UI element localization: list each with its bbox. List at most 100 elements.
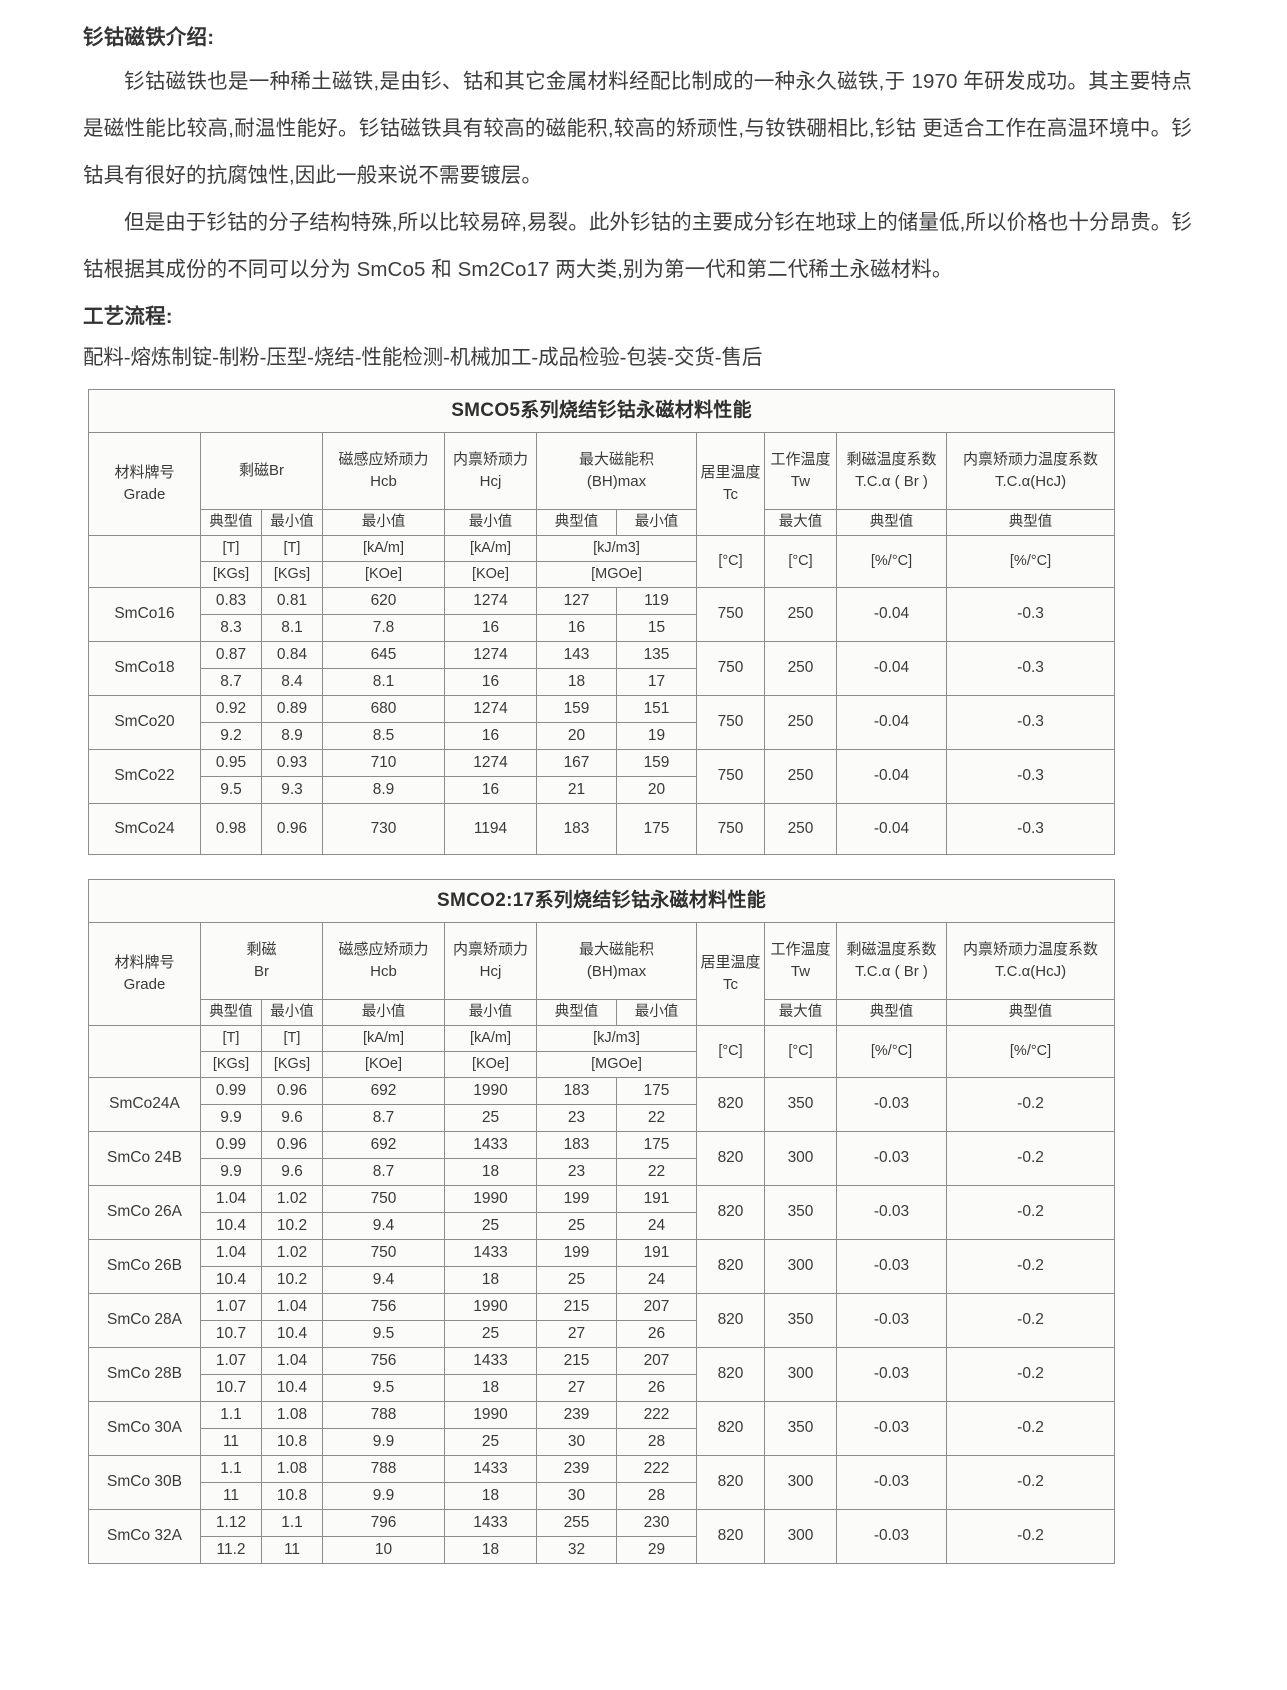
curie-temp-cell: 750	[696, 641, 765, 696]
value-cell: 620	[322, 587, 445, 615]
tcbr-cell: -0.03	[836, 1131, 947, 1186]
table1-unit-row-2: [KGs] [KGs] [KOe] [KOe] [MGOe]	[89, 561, 1115, 588]
table2-sub-header-row: 典型值 最小值 最小值 最小值 典型值 最小值 最大值 典型值 典型值	[89, 999, 1116, 1026]
value-cell: 1433	[444, 1131, 537, 1159]
table-row: 9.5 9.3 8.9 16 21 20	[89, 776, 1115, 804]
value-cell: 1.1	[200, 1401, 262, 1429]
value-cell: 8.7	[200, 668, 262, 696]
smco217-performance-table: SMCO2:17系列烧结钐钴永磁材料性能 材料牌号 Grade 剩磁 Br 磁感…	[87, 879, 1116, 1564]
value-cell: 1.08	[261, 1401, 323, 1429]
value-cell: 10.7	[200, 1374, 262, 1402]
table1-data-rows: SmCo16 0.83 0.81 620 1274 127 119 750 250 -0.04 -0…	[88, 587, 1116, 855]
table-row: 11 10.8 9.9 25 30 28	[89, 1428, 1115, 1456]
value-cell: 255	[536, 1509, 617, 1537]
table1-group-header-row: 材料牌号 Grade 剩磁Br 磁感应矫顽力 Hcb 内禀矫顽力 Hcj 最大磁…	[88, 432, 1116, 536]
intro-heading: 钐钴磁铁介绍:	[83, 26, 215, 49]
work-temp-cell: 350	[764, 1077, 837, 1132]
table1-sub-1: 最小值	[261, 509, 323, 536]
value-cell: 20	[616, 776, 697, 804]
value-cell: 8.1	[322, 668, 445, 696]
value-cell: 10.7	[200, 1320, 262, 1348]
curie-temp-cell: 820	[696, 1077, 765, 1132]
table2-unit-tcbr: [%/°C]	[836, 1025, 947, 1078]
table1-wrapper: SMCO5系列烧结钐钴永磁材料性能 材料牌号 Grade 剩磁Br 磁感应矫顽力…	[83, 389, 1192, 855]
table2-title: SMCO2:17系列烧结钐钴永磁材料性能	[87, 879, 1116, 923]
grade-cell: SmCo 26A	[88, 1185, 201, 1240]
grade-cell: SmCo24	[88, 803, 201, 855]
table2-unit-tw: [°C]	[764, 1025, 837, 1078]
value-cell: 18	[444, 1536, 537, 1564]
value-cell: 1.1	[261, 1509, 323, 1537]
tchcj-cell: -0.3	[945, 695, 1116, 750]
table2-unit2-2: [KOe]	[322, 1051, 445, 1078]
value-cell: 750	[322, 1185, 445, 1213]
value-cell: 9.9	[200, 1104, 262, 1132]
table1-sub-8: 典型值	[836, 509, 947, 536]
table-row: 10.7 10.4 9.5 25 27 26	[89, 1320, 1115, 1348]
curie-temp-cell: 820	[696, 1185, 765, 1240]
value-cell: 25	[536, 1266, 617, 1294]
value-cell: 1274	[444, 641, 537, 669]
value-cell: 183	[536, 1077, 617, 1105]
value-cell: 159	[616, 749, 697, 777]
value-cell: 16	[444, 668, 537, 696]
value-cell: 0.99	[200, 1131, 262, 1159]
value-cell: 207	[616, 1293, 697, 1321]
table1-tcbr-header: 剩磁温度系数 T.C.α ( Br )	[836, 432, 947, 510]
value-cell: 19	[616, 722, 697, 750]
table2-sub-1: 最小值	[261, 999, 323, 1026]
value-cell: 788	[322, 1401, 445, 1429]
value-cell: 1433	[444, 1509, 537, 1537]
tcbr-cell: -0.04	[836, 587, 947, 642]
value-cell: 0.96	[261, 803, 323, 855]
value-cell: 167	[536, 749, 617, 777]
table2-unit-tc: [°C]	[696, 1025, 765, 1078]
value-cell: 756	[322, 1347, 445, 1375]
value-cell: 9.6	[261, 1104, 323, 1132]
table1-sub-5: 最小值	[616, 509, 697, 536]
tchcj-cell: -0.3	[945, 749, 1116, 804]
value-cell: 215	[536, 1347, 617, 1375]
table1-unit-tc: [°C]	[696, 535, 765, 588]
value-cell: 18	[444, 1266, 537, 1294]
table2-sub-8: 典型值	[836, 999, 947, 1026]
value-cell: 1.07	[200, 1347, 262, 1375]
curie-temp-cell: 750	[696, 749, 765, 804]
value-cell: 20	[536, 722, 617, 750]
value-cell: 175	[616, 1077, 697, 1105]
value-cell: 32	[536, 1536, 617, 1564]
value-cell: 183	[536, 803, 617, 855]
table-row: SmCo 30A 1.1 1.08 788 1990 239 222 820 350 -0.03-…	[88, 1401, 1116, 1456]
table2-sub-0: 典型值	[200, 999, 262, 1026]
grade-cell: SmCo16	[88, 587, 201, 642]
table2-unit1-4: [kJ/m3]	[536, 1025, 697, 1052]
value-cell: 710	[322, 749, 445, 777]
value-cell: 8.5	[322, 722, 445, 750]
value-cell: 1.12	[200, 1509, 262, 1537]
value-cell: 9.9	[322, 1482, 445, 1510]
tcbr-cell: -0.03	[836, 1239, 947, 1294]
tcbr-cell: -0.03	[836, 1455, 947, 1510]
value-cell: 8.3	[200, 614, 262, 642]
table-row: 11.2 11 10 18 32 29	[89, 1536, 1115, 1564]
grade-cell: SmCo 32A	[88, 1509, 201, 1564]
intro-paragraph-2: 但是由于钐钴的分子结构特殊,所以比较易碎,易裂。此外钐钴的主要成分钐在地球上的储…	[83, 211, 1192, 281]
value-cell: 1.04	[200, 1185, 262, 1213]
value-cell: 0.84	[261, 641, 323, 669]
table-row: 10.4 10.2 9.4 18 25 24	[89, 1266, 1115, 1294]
value-cell: 1.02	[261, 1239, 323, 1267]
table1-sub-header-row: 典型值 最小值 最小值 最小值 典型值 最小值 最大值 典型值 典型值	[89, 509, 1116, 536]
table2-tchcj-header: 内禀矫顽力温度系数 T.C.α(HcJ)	[945, 922, 1116, 1000]
value-cell: 24	[616, 1212, 697, 1240]
table-row: SmCo 30B 1.1 1.08 788 1433 239 222 820 300 -0.03-…	[88, 1455, 1116, 1510]
value-cell: 28	[616, 1482, 697, 1510]
table2-unit2-0: [KGs]	[200, 1051, 262, 1078]
value-cell: 680	[322, 695, 445, 723]
table2-bh-header: 最大磁能积 (BH)max	[536, 922, 697, 1000]
value-cell: 8.1	[261, 614, 323, 642]
table1-unit1-2: [kA/m]	[322, 535, 445, 562]
value-cell: 239	[536, 1401, 617, 1429]
table-row: SmCo22 0.95 0.93 710 1274 167 159 750 250 -0.04 -0…	[88, 749, 1116, 804]
table-row: SmCo16 0.83 0.81 620 1274 127 119 750 250 -0.04 -0…	[88, 587, 1116, 642]
value-cell: 0.81	[261, 587, 323, 615]
